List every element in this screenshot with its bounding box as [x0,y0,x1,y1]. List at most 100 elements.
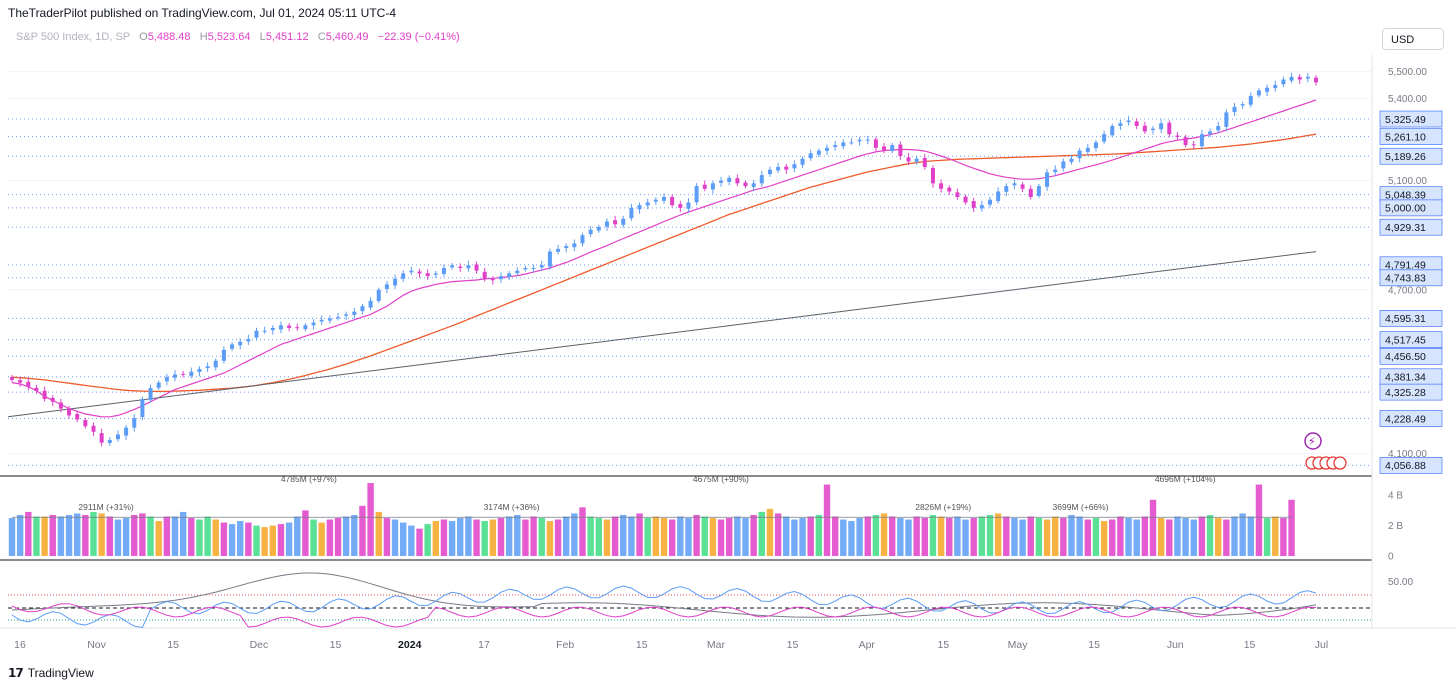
volume-bar [717,519,725,556]
candle-body [1020,184,1025,189]
candle-body [156,382,161,388]
volume-bar [163,516,171,556]
price-tick-label: 4,100.00 [1388,449,1427,460]
level-lines [8,118,1372,466]
volume-bar [1076,516,1083,556]
volume-annotation: 4675M (+90%) [693,474,749,484]
level-tag [1379,218,1443,236]
candle-body [262,330,267,332]
volume-bar [448,521,456,556]
volume-annotation: 3174M (+36%) [484,502,540,512]
time-axis-label: 2024 [398,639,422,651]
volume-bar [1141,516,1149,556]
volume-bar [1157,518,1165,556]
volume-bar [815,514,823,556]
volume-bar [1247,516,1254,556]
candle-body [808,153,813,159]
time-axis-label: Apr [859,639,876,651]
volume-bar [848,521,855,556]
candle-body [841,142,846,147]
candle-body [433,273,438,275]
candle-body [678,204,683,208]
volume-bar [424,524,431,556]
time-axis-label: 15 [787,639,799,651]
volume-bar [497,518,505,556]
candle-body [67,408,72,416]
candle-body [662,196,666,201]
candle-body [955,192,960,197]
candle-body [238,341,243,346]
candle-body [1142,125,1147,132]
volume-bar [726,518,733,556]
candle-body [287,325,292,329]
volume-bar [734,516,741,556]
candle-body [686,202,691,209]
candle-body [164,377,169,382]
volume-bar [774,513,782,556]
volume-bar [432,521,439,556]
candle-body [10,377,14,380]
volume-bar [831,516,839,556]
candle-body [140,399,145,418]
volume-bar [1280,518,1287,556]
candle-body [873,139,878,148]
level-tag [1379,110,1443,128]
osc-pink-line [11,603,1317,628]
grid-lines [0,55,1456,629]
currency-selector[interactable]: USD [1382,28,1444,50]
candle-body [425,273,430,277]
volume-bar [1011,518,1018,556]
candle-body [629,207,634,219]
candle-body [344,314,349,316]
volume-bar [1190,519,1197,556]
candle-body [564,246,569,249]
candle-body [1118,123,1123,126]
volume-bar [457,518,464,556]
volume-bar [538,518,545,556]
volume-bar [1035,518,1043,556]
volume-bar [913,516,920,556]
volume-bar [383,518,391,556]
level-tag-label: 4,056.88 [1385,460,1426,472]
volume-bar [1133,519,1140,556]
candle-body [1199,134,1204,147]
volume-bar [636,513,643,556]
volume-bar [505,516,513,556]
candle-body [792,164,797,169]
candle-body [963,196,968,203]
volume-bar [253,525,260,556]
volume-bar [1255,484,1263,556]
candle-body [303,325,308,330]
candle-body [1053,169,1058,173]
candle-body [26,381,31,387]
candle-body [1281,79,1286,85]
volume-bar [905,519,912,556]
volume-bar [82,514,89,556]
candle-body [58,402,63,409]
volume-bar [294,516,301,556]
candle-body [34,387,39,391]
candle-body [393,278,398,286]
time-axis-label: Feb [556,639,574,651]
candle-body [1224,112,1229,127]
volume-bar [522,519,529,556]
volume-bar [954,516,961,556]
candle-body [450,265,455,268]
volume-bar [701,516,708,556]
price-tick-label: 4,700.00 [1388,285,1427,296]
candle-body [1102,134,1107,142]
volume-bar [1182,518,1189,556]
volume-bar [1003,516,1010,556]
candle-body [1012,183,1017,186]
volume-bar [1174,516,1181,556]
volume-bar [1052,516,1059,556]
candle-body [474,264,479,271]
candle-body [1191,144,1196,146]
candle-body [710,183,715,190]
candle-body [1167,122,1172,135]
lightning-icon [1304,432,1322,450]
volume-bar [668,519,676,556]
candle-body [1216,125,1221,131]
time-axis-label: 17 [478,639,490,651]
